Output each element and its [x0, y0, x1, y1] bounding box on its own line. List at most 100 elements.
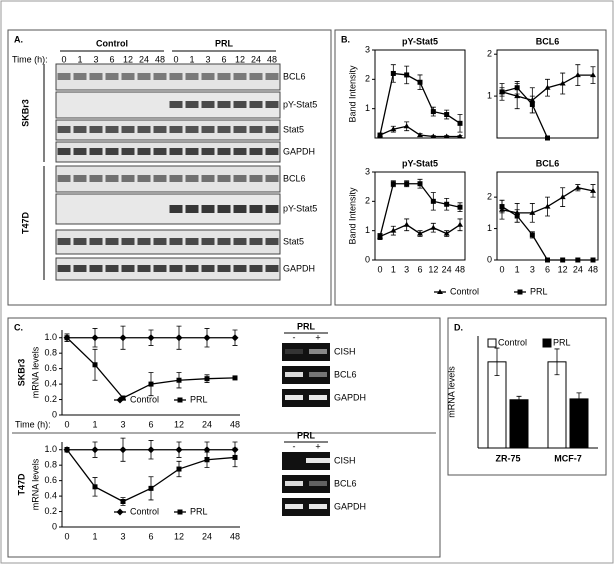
legend-label: Control [130, 394, 159, 404]
marker [91, 446, 99, 454]
band-label: pY-Stat5 [283, 203, 317, 213]
x-tick-label: 12 [428, 264, 438, 274]
condition-label: PRL [215, 38, 234, 48]
marker [560, 257, 566, 263]
x-tick-label: 48 [588, 264, 598, 274]
y-tick-label: 0 [52, 521, 57, 531]
gel-band-label: GAPDH [334, 501, 366, 511]
x-tick-label: 12 [174, 419, 184, 429]
marker [559, 194, 566, 200]
y-tick-label: 0.2 [44, 506, 57, 516]
marker [545, 135, 550, 141]
marker [443, 133, 450, 139]
marker [545, 257, 550, 263]
y-axis-label: mRNA levels [30, 458, 40, 510]
marker [204, 457, 210, 463]
marker [232, 375, 238, 381]
time-tick: 48 [267, 54, 277, 64]
x-tick-label: 6 [148, 531, 153, 541]
gel-band-label: BCL6 [334, 369, 357, 379]
chart-title: pY-Stat5 [402, 36, 438, 46]
marker [529, 101, 535, 107]
x-tick-label: 6 [417, 264, 422, 274]
x-tick-label: 12 [174, 531, 184, 541]
time-tick: 3 [93, 54, 98, 64]
marker [390, 227, 397, 233]
marker [417, 79, 423, 85]
band-label: pY-Stat5 [283, 99, 317, 109]
marker [231, 334, 239, 342]
marker [590, 187, 596, 193]
legend-label: PRL [190, 506, 208, 516]
y-tick-label: 0.2 [44, 394, 57, 404]
marker [417, 230, 423, 236]
x-tick-label: 3 [404, 264, 409, 274]
error-bar [554, 348, 560, 376]
marker [204, 376, 210, 382]
error-bar [494, 347, 500, 377]
marker [390, 181, 396, 187]
legend-label: Control [450, 286, 479, 296]
band-label: BCL6 [283, 173, 306, 183]
y-axis-label: Band Intensity [347, 187, 357, 245]
panel-b [334, 29, 607, 306]
marker [377, 234, 383, 240]
marker [203, 446, 211, 454]
marker [116, 396, 124, 404]
row-label: T47D [16, 473, 26, 496]
y-tick-label: 0 [52, 409, 57, 419]
y-tick-label: 1.0 [44, 332, 57, 342]
y-tick-label: 0 [365, 254, 370, 264]
time-tick: 1 [77, 54, 82, 64]
marker [559, 80, 566, 86]
marker [403, 123, 410, 129]
marker [176, 466, 182, 472]
marker [444, 201, 450, 207]
time-tick: 0 [61, 54, 66, 64]
condition-label: Control [96, 38, 128, 48]
marker [176, 377, 182, 383]
y-axis-label: mRNA levels [30, 346, 40, 398]
y-tick-label: 2 [487, 49, 492, 59]
series-line [501, 86, 549, 139]
marker [514, 213, 520, 219]
x-tick-label: 1 [92, 531, 97, 541]
panel-label: D. [454, 322, 463, 332]
marker [119, 446, 127, 454]
marker [177, 397, 183, 403]
y-tick-label: 0.6 [44, 363, 57, 373]
marker [575, 257, 581, 263]
legend-label: Control [130, 506, 159, 516]
time-tick: 6 [221, 54, 226, 64]
cell-line-label: T47D [20, 211, 30, 234]
marker [457, 120, 463, 126]
y-tick-label: 0 [487, 254, 492, 264]
panel-d [447, 317, 607, 476]
gel-lane: + [315, 332, 320, 342]
blots [43, 50, 281, 281]
marker [430, 133, 437, 139]
x-tick-label: 0 [64, 531, 69, 541]
marker [147, 334, 155, 342]
legend-swatch [542, 338, 552, 348]
x-tick-label: MCF-7 [554, 453, 582, 463]
chart-title: BCL6 [536, 36, 560, 46]
gel-band-label: GAPDH [334, 392, 366, 402]
y-tick-label: 0.4 [44, 378, 57, 388]
x-tick-label: ZR-75 [495, 453, 520, 463]
marker [430, 109, 436, 115]
time-tick: 3 [205, 54, 210, 64]
gel-band-label: BCL6 [334, 478, 357, 488]
x-tick-label: 0 [499, 264, 504, 274]
y-tick-label: 2 [365, 196, 370, 206]
marker [499, 89, 505, 95]
marker [120, 499, 126, 504]
y-tick-label: 1 [365, 225, 370, 235]
marker [92, 362, 98, 368]
gel-header: PRL [297, 430, 316, 440]
marker [175, 334, 183, 342]
band-label: Stat5 [283, 236, 304, 246]
panel-a [7, 29, 332, 306]
marker [514, 85, 520, 91]
marker [590, 72, 596, 78]
